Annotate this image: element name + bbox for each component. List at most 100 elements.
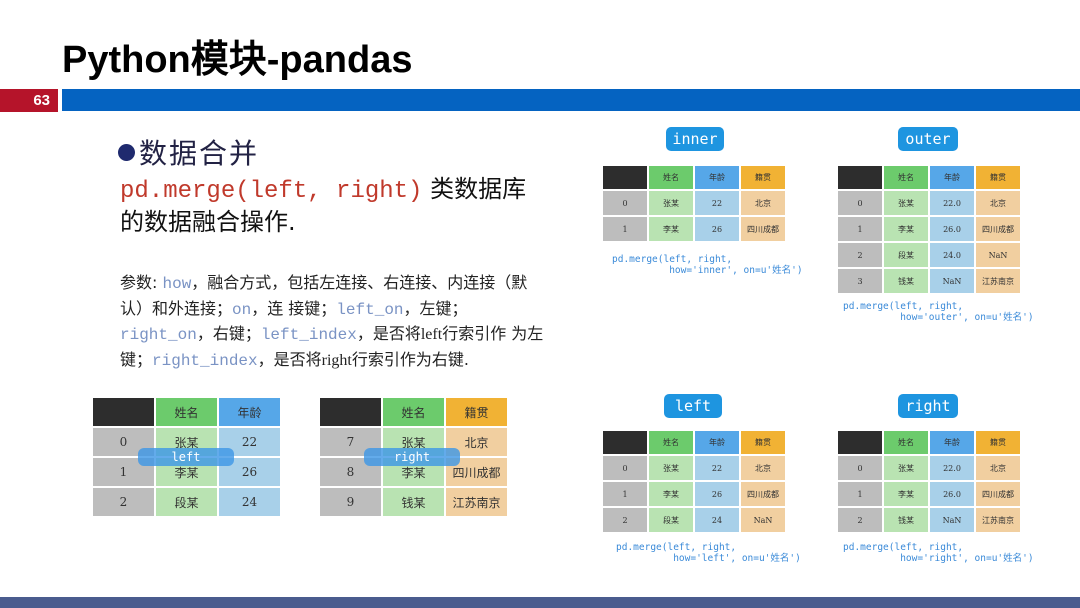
table-cell: 北京: [976, 191, 1020, 215]
table-cell: NaN: [930, 508, 974, 532]
table-cell: 李某: [884, 217, 928, 241]
table-inner: 姓名 年龄 籍贯 0 张某 22 北京 1 李某 26 四川成都: [603, 166, 785, 241]
column-header: 籍贯: [976, 431, 1020, 454]
column-header: 籍贯: [741, 431, 785, 454]
column-header: 籍贯: [741, 166, 785, 189]
row-index: 1: [838, 217, 882, 241]
column-header: 姓名: [156, 398, 217, 426]
table-cell: 北京: [741, 191, 785, 215]
table-left: 姓名 年龄 籍贯 0 张某 22 北京 1 李某 26 四川成都 2 段某 24 NaN: [603, 431, 785, 532]
table-cell: 22.0: [930, 191, 974, 215]
table-cell: 张某: [884, 456, 928, 480]
table-cell: 段某: [156, 488, 217, 516]
column-header: 籍贯: [976, 166, 1020, 189]
param-text: ，融合方式，包括左连接、右连接、内连接（默认）和外连接；: [120, 273, 528, 318]
column-header: 姓名: [884, 166, 928, 189]
column-header: 年龄: [930, 431, 974, 454]
column-header: [603, 431, 647, 454]
table-cell: NaN: [741, 508, 785, 532]
overlay-label-source-left: left: [138, 448, 234, 466]
param-text: ，右键；: [196, 324, 261, 343]
table-source-left: 姓名 年龄 0 张某 22 1 李某 26 2 段某 24: [93, 398, 280, 516]
header-bar: [62, 89, 1080, 111]
table-cell: 李某: [884, 482, 928, 506]
column-header: 姓名: [383, 398, 444, 426]
column-header: 姓名: [649, 166, 693, 189]
row-index: 1: [603, 217, 647, 241]
table-cell: 李某: [649, 482, 693, 506]
row-index: 0: [838, 456, 882, 480]
merge-code-inner: pd.merge(left, right, how='inner', on=u'…: [612, 254, 803, 276]
table-cell: 江苏南京: [446, 488, 507, 516]
join-type-label-left: left: [664, 394, 722, 418]
table-outer: 姓名 年龄 籍贯 0 张某 22.0 北京 1 李某 26.0 四川成都 2 段某 24.0 NaN 3 钱某 N…: [838, 166, 1020, 293]
param-text: 行索引作为右键.: [351, 349, 469, 369]
slide-title: Python模块-pandas: [62, 39, 413, 81]
param-keyword: left_on: [336, 300, 404, 319]
column-header: [320, 398, 381, 426]
param-keyword: right_on: [120, 326, 197, 344]
row-index: 1: [838, 482, 882, 506]
table-cell: 钱某: [884, 508, 928, 532]
table-cell: 张某: [649, 456, 693, 480]
table-cell: 江苏南京: [976, 269, 1020, 293]
table-cell: 四川成都: [976, 482, 1020, 506]
row-index: 2: [838, 508, 882, 532]
merge-description: pd.merge(left, right) 类数据库的数据融合操作.: [120, 174, 540, 238]
join-type-label-outer: outer: [898, 127, 958, 151]
table-cell: 钱某: [383, 488, 444, 516]
table-cell: 李某: [649, 217, 693, 241]
param-text: ，连 接键；: [251, 298, 337, 318]
table-cell: 张某: [649, 191, 693, 215]
footer-bar: [0, 597, 1080, 608]
param-keyword: on: [232, 300, 252, 319]
column-header: [838, 431, 882, 454]
table-cell: 26.0: [930, 482, 974, 506]
table-right: 姓名 年龄 籍贯 0 张某 22.0 北京 1 李某 26.0 四川成都 2 钱某 NaN 江苏南京: [838, 431, 1020, 532]
table-cell: 四川成都: [976, 217, 1020, 241]
table-cell: 四川成都: [446, 458, 507, 486]
table-cell: 22.0: [930, 456, 974, 480]
column-header: [838, 166, 882, 189]
param-keyword: right_index: [152, 351, 258, 370]
table-cell: 四川成都: [741, 482, 785, 506]
column-header: 年龄: [695, 166, 739, 189]
column-header: 姓名: [649, 431, 693, 454]
table-cell: 26: [695, 217, 739, 241]
row-index: 0: [838, 191, 882, 215]
merge-desc: 类数据库的数据融合操作.: [120, 175, 527, 236]
join-type-label-inner: inner: [666, 127, 724, 151]
table-cell: 24: [695, 508, 739, 532]
row-index: 2: [93, 488, 154, 516]
table-cell: 26.0: [930, 217, 974, 241]
row-index: 0: [603, 191, 647, 215]
table-cell: 张某: [884, 191, 928, 215]
row-index: 9: [320, 488, 381, 516]
row-index: 1: [603, 482, 647, 506]
table-cell: 江苏南京: [976, 508, 1020, 532]
column-header: 年龄: [930, 166, 974, 189]
table-cell: 钱某: [884, 269, 928, 293]
table-cell: 22: [695, 456, 739, 480]
table-cell: 24: [219, 488, 280, 516]
param-text: 参数:: [120, 273, 163, 292]
row-index: 2: [603, 508, 647, 532]
param-text: 行索引作 为左键；: [120, 324, 544, 369]
merge-code-outer: pd.merge(left, right, how='outer', on=u'…: [843, 301, 1034, 323]
table-cell: 26: [695, 482, 739, 506]
row-index: 2: [838, 243, 882, 267]
column-header: 年龄: [219, 398, 280, 426]
column-header: [603, 166, 647, 189]
row-index: 0: [603, 456, 647, 480]
heading-text: 数据合并: [139, 137, 260, 170]
params-text: 参数: how，融合方式，包括左连接、右连接、内连接（默认）和外连接；on，连 …: [120, 271, 545, 373]
table-cell: 北京: [741, 456, 785, 480]
table-cell: NaN: [930, 269, 974, 293]
bullet-icon: [118, 144, 135, 161]
param-keyword: how: [162, 275, 192, 293]
overlay-label-source-right: right: [364, 448, 460, 466]
table-cell: 北京: [976, 456, 1020, 480]
table-cell: 24.0: [930, 243, 974, 267]
table-cell: 26: [219, 458, 280, 486]
